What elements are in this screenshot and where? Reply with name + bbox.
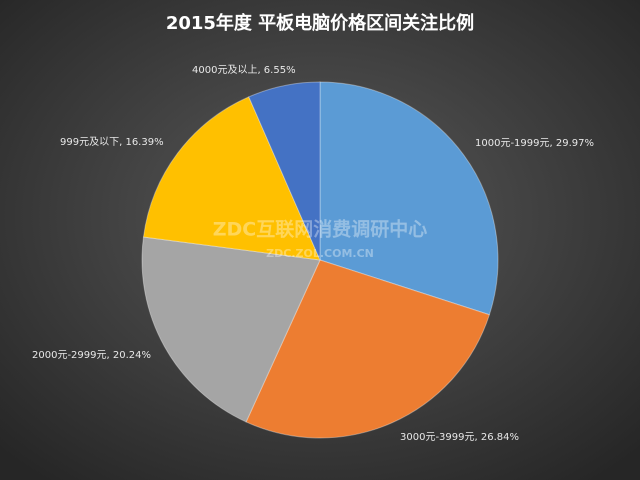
watermark-url: ZDC.ZOL.COM.CN: [266, 247, 374, 260]
category-label: 3000元-3999元: [400, 432, 475, 443]
data-label: 4000元及以上, 6.55%: [192, 64, 296, 76]
category-label: 1000元-1999元: [475, 138, 550, 149]
value-label: , 26.84%: [475, 432, 520, 443]
data-label: 3000元-3999元, 26.84%: [400, 432, 519, 443]
chart-title: 2015年度 平板电脑价格区间关注比例: [166, 12, 474, 34]
pie-slice: [319, 81, 499, 316]
data-label: 2000元-2999元, 20.24%: [32, 350, 151, 361]
category-label: 4000元及以上: [192, 64, 257, 76]
value-label: , 29.97%: [550, 138, 595, 149]
pie-slice: [248, 81, 321, 261]
pie-slice: [141, 236, 321, 423]
value-label: , 20.24%: [107, 350, 152, 361]
category-label: 999元及以下: [60, 136, 119, 148]
category-label: 2000元-2999元: [32, 350, 107, 361]
pie-slice: [142, 96, 321, 261]
value-label: , 6.55%: [257, 65, 295, 76]
watermark: ZDC互联网消费调研中心: [213, 218, 428, 241]
data-label: 999元及以下, 16.39%: [60, 136, 164, 148]
value-label: , 16.39%: [119, 137, 164, 148]
pie-slice: [245, 259, 491, 439]
data-label: 1000元-1999元, 29.97%: [475, 138, 594, 149]
